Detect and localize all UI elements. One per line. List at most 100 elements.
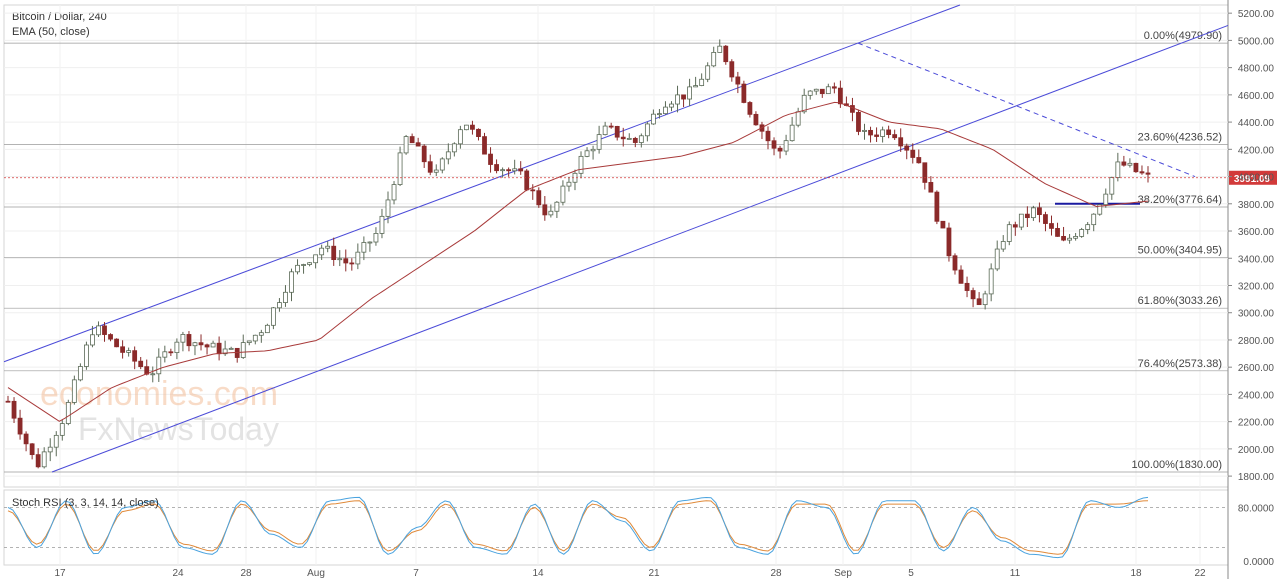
candle-body (29, 443, 35, 456)
candle-body (1121, 161, 1127, 166)
fib-label: 38.20%(3776.64) (1138, 194, 1222, 206)
candle-body (868, 129, 873, 136)
candle-body (427, 161, 433, 173)
candle-body (41, 451, 47, 468)
candle-body (1067, 237, 1072, 241)
candle-body (331, 245, 337, 261)
candle-body (644, 123, 650, 137)
candle-body (451, 143, 457, 153)
candle-body (433, 169, 439, 173)
candle-body (596, 134, 602, 150)
candle-body (988, 268, 994, 295)
candle-body (1139, 171, 1145, 174)
candle-body (904, 145, 910, 151)
candle-body (494, 164, 499, 172)
ema-line (7, 101, 1149, 422)
candle-body (584, 150, 590, 157)
stoch-rsi-panel: 80.0000 0.0000 (4, 496, 1275, 568)
candle-body (753, 113, 759, 126)
candle-body (1115, 161, 1121, 178)
y-tick-label: 4000.00 (1238, 173, 1275, 184)
candle-body (982, 293, 988, 306)
candle-body (500, 169, 506, 172)
candle-body (608, 125, 614, 128)
stoch-tick-80: 80.0000 (1238, 503, 1275, 514)
candle-body (711, 52, 717, 67)
candle-body (150, 373, 156, 376)
candle-body (114, 338, 119, 348)
candle-body (204, 344, 210, 348)
candle-body (795, 111, 801, 126)
candle-body (77, 366, 83, 381)
candle-body (669, 103, 674, 108)
candle-body (850, 105, 855, 113)
candle-body (102, 325, 107, 335)
y-tick-label: 3000.00 (1238, 309, 1275, 320)
candle-body (723, 45, 729, 63)
candle-body (47, 446, 53, 453)
x-tick-label: 7 (413, 568, 419, 579)
x-tick-label: 22 (1194, 568, 1206, 579)
candle-body (132, 350, 138, 362)
stoch-tick-0: 0.0000 (1243, 557, 1274, 568)
x-tick-label: 28 (770, 568, 782, 579)
x-tick-label: 24 (172, 568, 184, 579)
x-tick-label: 21 (648, 568, 660, 579)
candle-body (554, 201, 560, 212)
channel-upper-line (3, 4, 961, 363)
candle-body (789, 124, 795, 142)
candle-body (801, 94, 807, 113)
candle-body (717, 45, 723, 53)
candle-body (295, 264, 300, 273)
candle-body (1133, 162, 1139, 173)
y-tick-label: 2200.00 (1238, 418, 1275, 429)
candle-body (59, 423, 65, 436)
stoch-k-line (7, 496, 1149, 559)
candle-body (457, 129, 463, 145)
y-tick-label: 2800.00 (1238, 336, 1275, 347)
candle-body (216, 342, 222, 355)
candle-body (488, 153, 493, 165)
candle-body (1109, 177, 1115, 195)
candle-body (1103, 193, 1109, 206)
candle-body (771, 140, 777, 149)
ema-50-line (7, 101, 1149, 422)
fib-label: 76.40%(2573.38) (1138, 358, 1222, 370)
candle-body (283, 291, 288, 303)
candle-body (35, 454, 41, 468)
candle-body (325, 245, 331, 249)
candle-body (180, 334, 186, 343)
symbol-title: Bitcoin / Dollar, 240 (12, 11, 107, 23)
candle-body (976, 298, 982, 306)
y-tick-label: 2400.00 (1238, 390, 1275, 401)
candle-body (343, 258, 349, 264)
candle-body (898, 137, 904, 147)
x-tick-label: 5 (908, 568, 914, 579)
x-tick-label: 14 (532, 568, 544, 579)
candle-body (162, 351, 168, 358)
y-axis: 1800.00 2000.00 2200.00 2400.00 2600.00 2800.… (1228, 9, 1274, 483)
candle-body (614, 125, 620, 138)
candle-body (994, 248, 1000, 270)
y-tick-label: 5000.00 (1238, 36, 1275, 47)
fib-label: 61.80%(3033.26) (1138, 295, 1222, 307)
candle-body (548, 210, 554, 216)
candle-body (566, 181, 572, 187)
candle-body (777, 147, 783, 152)
watermark-fxnewstoday: FxNewsToday (78, 411, 279, 447)
candle-body (361, 242, 367, 253)
candle-body (1079, 229, 1085, 237)
candle-body (84, 344, 89, 367)
candle-body (222, 348, 228, 355)
candle-body (186, 334, 192, 347)
candle-body (632, 137, 638, 143)
candle-body (512, 168, 518, 172)
candle-body (819, 88, 825, 95)
trend-channel (3, 4, 1229, 473)
candle-body (277, 302, 282, 309)
candle-body (210, 342, 216, 348)
x-axis: 17 24 28 Aug 7 14 21 28 Sep 5 11 18 22 (54, 568, 1206, 579)
y-tick-label: 4600.00 (1238, 91, 1275, 102)
candle-body (108, 334, 113, 340)
